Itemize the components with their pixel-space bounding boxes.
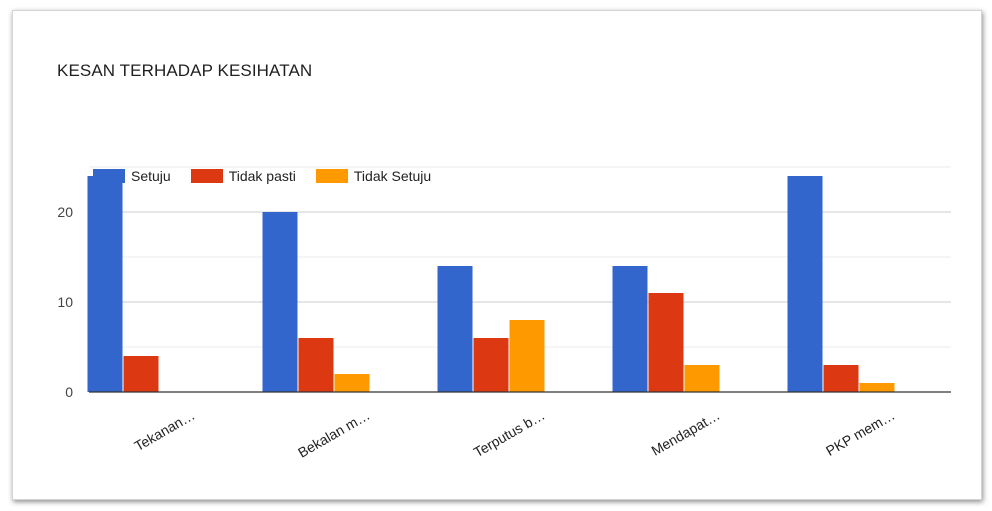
x-category-label: Mendapat… — [648, 407, 722, 459]
bar-tidak-setuju — [684, 365, 720, 392]
bar-tidak-setuju — [334, 374, 370, 392]
bar-tidak-setuju — [859, 383, 895, 392]
bar-setuju — [612, 266, 648, 392]
x-category-label: Terputus b… — [471, 407, 548, 461]
x-category-label: PKP mem… — [823, 407, 897, 459]
bar-tidak-pasti — [298, 338, 334, 392]
bar-tidak-pasti — [473, 338, 509, 392]
legend-item-tidak-pasti[interactable]: Tidak pasti — [190, 168, 296, 184]
y-tick-label: 0 — [65, 384, 73, 400]
legend-label-setuju: Setuju — [131, 168, 171, 184]
y-tick-label: 10 — [57, 294, 73, 310]
bar-tidak-pasti — [648, 293, 684, 392]
bar-tidak-pasti — [823, 365, 859, 392]
legend-swatch-tidak-setuju — [315, 169, 348, 183]
legend-swatch-tidak-pasti — [190, 169, 223, 183]
chart-card: KESAN TERHADAP KESIHATAN Setuju Tidak pa… — [12, 10, 982, 500]
legend-item-tidak-setuju[interactable]: Tidak Setuju — [315, 168, 432, 184]
bar-setuju — [437, 266, 473, 392]
bar-setuju — [87, 176, 123, 392]
bar-tidak-pasti — [123, 356, 159, 392]
chart-legend: Setuju Tidak pasti Tidak Setuju — [93, 168, 451, 184]
chart-title: KESAN TERHADAP KESIHATAN — [57, 61, 313, 80]
legend-label-tidak-pasti: Tidak pasti — [228, 168, 296, 184]
y-tick-label: 20 — [57, 204, 73, 220]
bar-tidak-setuju — [509, 320, 545, 392]
bar-setuju — [787, 176, 823, 392]
legend-label-tidak-setuju: Tidak Setuju — [353, 168, 432, 184]
bar-setuju — [262, 212, 298, 392]
x-category-label: Bekalan m… — [295, 407, 372, 461]
x-category-label: Tekanan… — [132, 407, 198, 454]
bar-chart-plot: 0 10 20 Tekanan… Bekalan m… Terputus b… Mendap… — [57, 166, 951, 461]
